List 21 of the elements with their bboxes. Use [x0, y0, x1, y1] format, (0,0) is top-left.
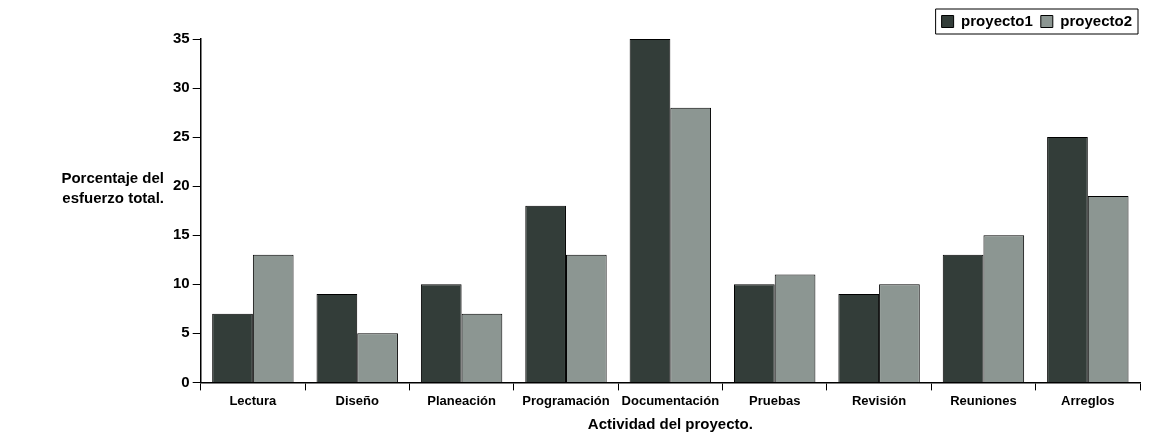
y-tick-label: 0 [181, 372, 190, 390]
legend-label: proyecto2 [1060, 11, 1133, 29]
x-tick-label: Documentación [621, 392, 720, 408]
y-tick-label: 25 [173, 127, 190, 145]
x-tick-label: Arreglos [1061, 392, 1115, 408]
y-tick-label: 5 [181, 323, 190, 341]
y-axis-title: Porcentaje del esfuerzo total. [60, 168, 164, 208]
x-tick-label: Diseño [335, 392, 379, 408]
y-tick-label: 15 [173, 225, 190, 243]
y-tick-label: 30 [173, 78, 190, 96]
y-tick-label: 35 [173, 29, 190, 47]
x-tick-label: Reuniones [950, 392, 1017, 408]
x-tick-label: Revisión [851, 392, 907, 408]
x-axis-title: Actividad del proyecto. [587, 415, 753, 433]
y-tick-label: 10 [173, 274, 190, 292]
legend-label: proyecto1 [961, 11, 1033, 29]
x-tick-label: Lectura [229, 392, 278, 408]
x-tick-label: Pruebas [749, 392, 801, 408]
y-tick-label: 20 [173, 176, 190, 194]
x-tick-label: Planeación [427, 392, 496, 408]
x-tick-label: Programación [522, 392, 610, 408]
